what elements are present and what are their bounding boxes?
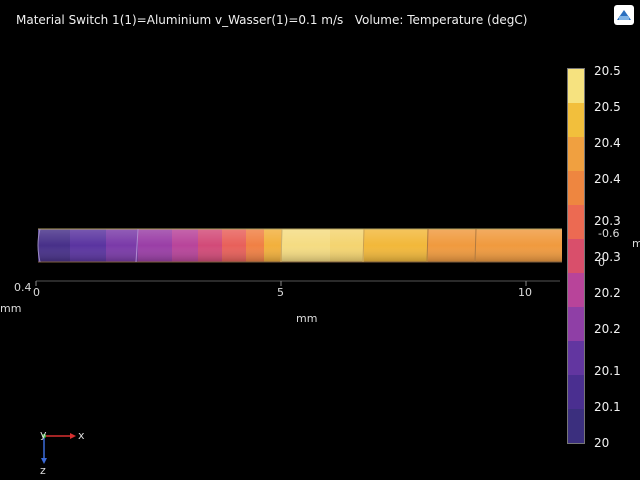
colorbar-band [568,103,584,137]
colorbar-tick: 20 [594,436,610,450]
colorbar-tick: 20.3 [594,214,621,228]
colorbar-band [568,171,584,205]
colorbar-band [568,137,584,171]
plot-title: Material Switch 1(1)=Aluminium v_Wasser(… [16,13,528,27]
right-axis-tick: -0.6 [598,227,620,240]
colorbar-tick: 20.4 [594,136,621,150]
colorbar-tick: 20.5 [594,64,621,78]
x-axis-unit: mm [296,312,318,325]
colorbar-tick: 20.2 [594,322,621,336]
pipe-geometry [37,228,562,263]
colorbar-band [568,341,584,375]
colorbar-tick: 20.3 [594,250,621,264]
triad-z-label: z [40,464,46,477]
right-axis-tick: 0 [598,256,605,269]
color-legend-bar [567,68,585,444]
colorbar-band [568,239,584,273]
x-tick-label: 0 [33,286,40,299]
colorbar-tick: 20.1 [594,364,621,378]
triad-y-label: y [40,428,47,441]
colorbar-tick: 20.4 [594,172,621,186]
colorbar-tick: 20.5 [594,100,621,114]
colorbar-band [568,69,584,103]
colorbar-band [568,307,584,341]
colorbar-tick: 20.2 [594,286,621,300]
left-axis-tick: 0.4 [14,281,32,294]
x-tick-label: 10 [518,286,532,299]
triad-x-label: x [78,429,85,442]
x-tick-label: 5 [277,286,284,299]
right-axis-unit: m [632,237,640,250]
colorbar-band [568,409,584,443]
colorbar-band [568,375,584,409]
colorbar-band [568,273,584,307]
colorbar-band [568,205,584,239]
zoom-extents-icon[interactable] [613,4,635,26]
colorbar-tick: 20.1 [594,400,621,414]
left-axis-unit: mm [0,302,22,315]
axis-triad: y x z [32,428,92,478]
